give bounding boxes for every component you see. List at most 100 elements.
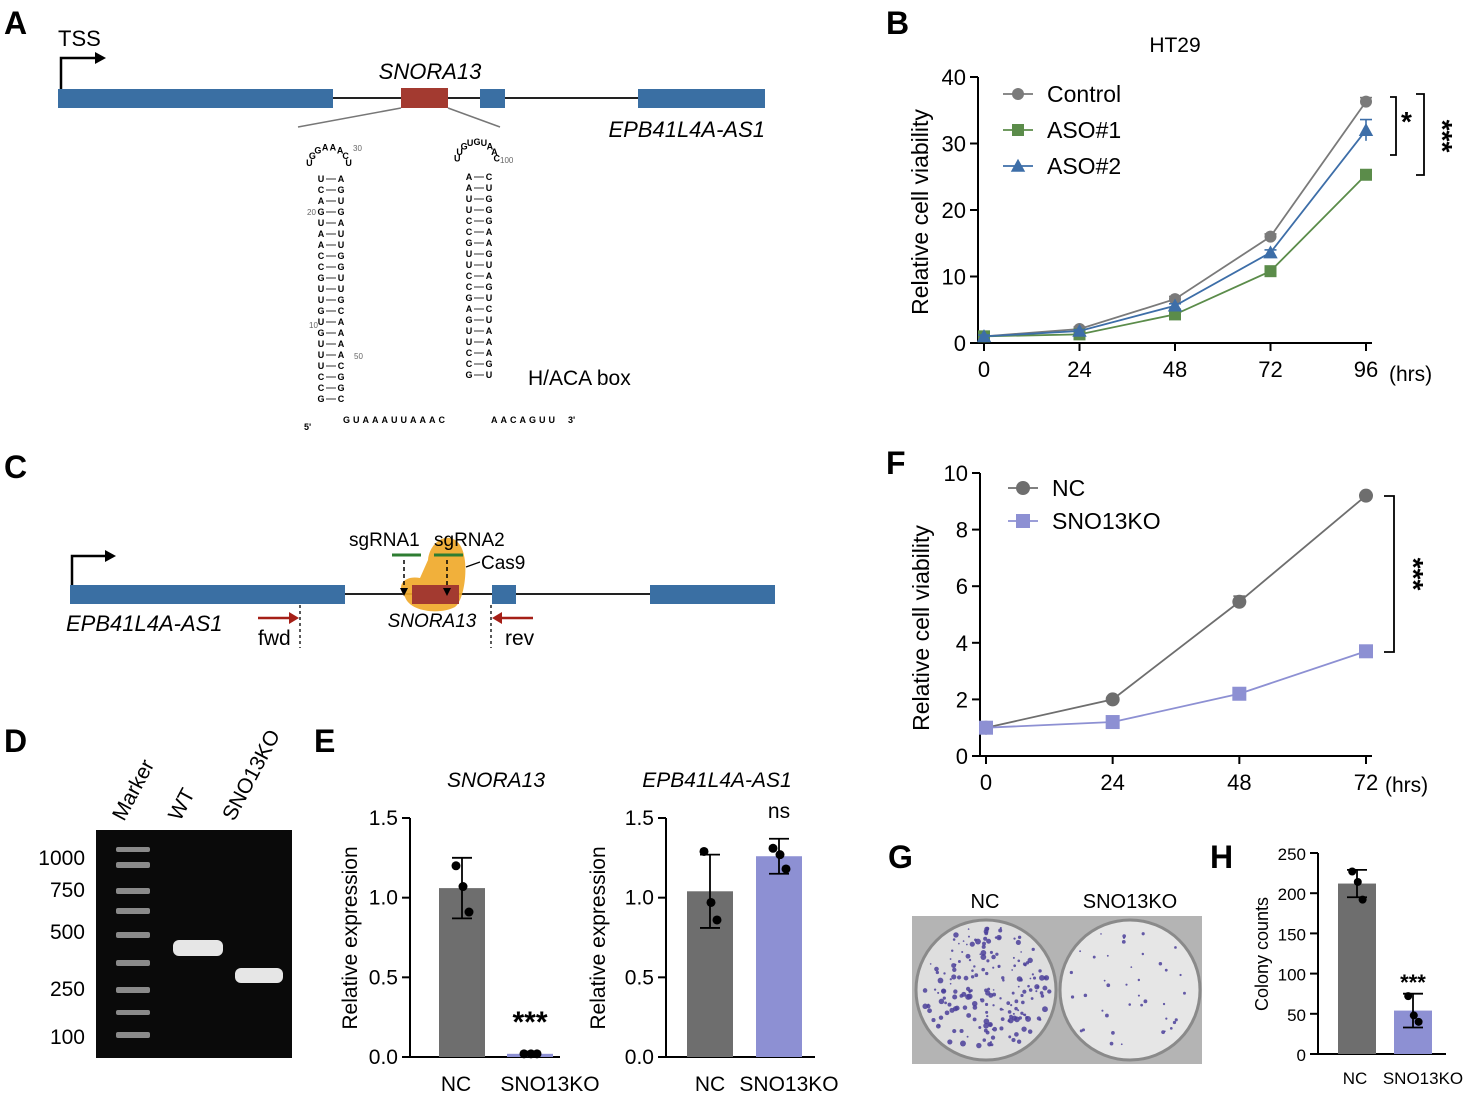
replicate-point — [1353, 877, 1362, 886]
chart-b-ylabel: Relative cell viability — [907, 109, 933, 315]
tss-arrowhead-c-icon — [105, 550, 116, 562]
replicate-point — [706, 897, 716, 907]
y-tick-label: 0.5 — [625, 966, 654, 989]
panel-letter-b: B — [886, 5, 909, 41]
hairpin1-nt: U — [318, 174, 325, 184]
data-point — [976, 329, 992, 343]
colony — [1015, 939, 1021, 946]
colony — [947, 1039, 953, 1045]
bar — [756, 856, 802, 1057]
colony — [980, 950, 987, 956]
hairpin1-nt: U — [318, 350, 325, 360]
colony — [1007, 1019, 1011, 1023]
y-tick-label: 200 — [1278, 885, 1306, 904]
hairpin1-loop-nt: G — [314, 145, 321, 155]
colony — [1035, 990, 1038, 993]
colony — [960, 1040, 966, 1047]
chart-e2-plot: 0.0 0.5 1.0 1.5 NC SNO13KO ns — [625, 800, 839, 1096]
colony — [980, 954, 987, 960]
colony — [981, 944, 986, 949]
colony — [1016, 1039, 1022, 1044]
colony — [1024, 963, 1027, 967]
hairpin2-loop-nt: A — [487, 142, 494, 152]
colony — [934, 966, 939, 972]
hairpin1-nt: C — [318, 262, 325, 272]
colony — [987, 1042, 992, 1047]
colony — [956, 975, 962, 980]
hairpin1-nt: C — [318, 383, 325, 393]
marker-band — [116, 1032, 150, 1038]
replicate-point — [451, 861, 461, 871]
x-tick-label: 72 — [1354, 770, 1378, 795]
colony — [991, 954, 996, 960]
hairpin1-nt: U — [318, 295, 325, 305]
hairpin1-loop-nt: A — [337, 145, 344, 155]
exon-1-c — [70, 585, 345, 604]
data-point — [1360, 168, 1372, 181]
colony — [999, 997, 1002, 1000]
chart-h-ylabel: Colony counts — [1252, 897, 1272, 1011]
plate-label-ko: SNO13KO — [1083, 891, 1177, 913]
hairpin1-nt: C — [338, 394, 345, 404]
legend-label: NC — [1052, 475, 1085, 501]
hairpin1-nt: A — [338, 328, 345, 338]
colony — [991, 1028, 994, 1031]
snora13-locus-c — [412, 585, 459, 604]
hairpin1-nt: A — [338, 218, 345, 228]
hairpin1-nt: G — [337, 383, 344, 393]
colony — [971, 1001, 978, 1007]
colony — [938, 1015, 944, 1020]
colony — [963, 975, 969, 981]
hairpin2-nt: A — [486, 227, 493, 237]
x-tick-label: 96 — [1354, 357, 1378, 382]
colony — [966, 1013, 972, 1018]
y-tick-label: 6 — [956, 574, 968, 599]
y-tick-label: 0.5 — [369, 966, 398, 989]
replicate-point — [464, 907, 474, 917]
colony — [1174, 1018, 1178, 1022]
marker-band — [116, 987, 150, 993]
y-tick-label: 10 — [944, 461, 968, 486]
sgrna1-arrowhead-icon — [400, 588, 408, 596]
legend-marker — [1012, 124, 1024, 136]
colony — [1020, 951, 1022, 953]
colony — [967, 928, 970, 930]
hairpin2-nt: U — [466, 260, 473, 270]
hairpin1-nt: A — [338, 350, 345, 360]
colony — [1120, 1043, 1123, 1046]
colony — [957, 960, 961, 963]
colony — [1042, 1006, 1048, 1013]
panel-g: G NC SNO13KO — [888, 839, 1202, 1064]
hairpin1-nt: U — [318, 218, 325, 228]
hairpin2-nt: G — [485, 216, 492, 226]
x-category-label: SNO13KO — [1383, 1069, 1463, 1088]
hairpin2-nt: U — [486, 370, 493, 380]
colony — [961, 950, 964, 953]
colony — [1014, 1032, 1019, 1037]
panel-c: C sgRNA1 sgRNA2 Cas9 EPB41L4A-AS1 SNORA1… — [4, 449, 775, 650]
hairpin2-nt: A — [466, 304, 473, 314]
colony — [1070, 995, 1075, 999]
legend-label: SNO13KO — [1052, 508, 1161, 534]
hairpin2-nt: C — [466, 282, 473, 292]
sgrna1-label: sgRNA1 — [349, 530, 420, 551]
colony — [978, 1025, 982, 1030]
colony — [1027, 1029, 1033, 1034]
colony — [983, 1018, 990, 1025]
colony — [965, 943, 968, 946]
hairpin1-nt: C — [318, 185, 325, 195]
legend-label: ASO#1 — [1047, 117, 1121, 143]
nt-number: 100 — [500, 156, 514, 165]
panel-letter-a: A — [4, 5, 27, 41]
hairpin1-nt: U — [338, 240, 345, 250]
colony — [995, 952, 999, 956]
hairpin1-nt: G — [337, 262, 344, 272]
replicate-point — [519, 1049, 529, 1059]
colony — [1007, 1010, 1012, 1014]
colony — [1031, 973, 1034, 976]
chart-e1-plot: 0.0 0.5 1.0 1.5 NC SNO13KO *** — [369, 807, 600, 1096]
colony — [952, 938, 956, 941]
panel-letter-f: F — [886, 445, 906, 481]
colony — [985, 1010, 989, 1014]
replicate-point — [781, 864, 791, 874]
